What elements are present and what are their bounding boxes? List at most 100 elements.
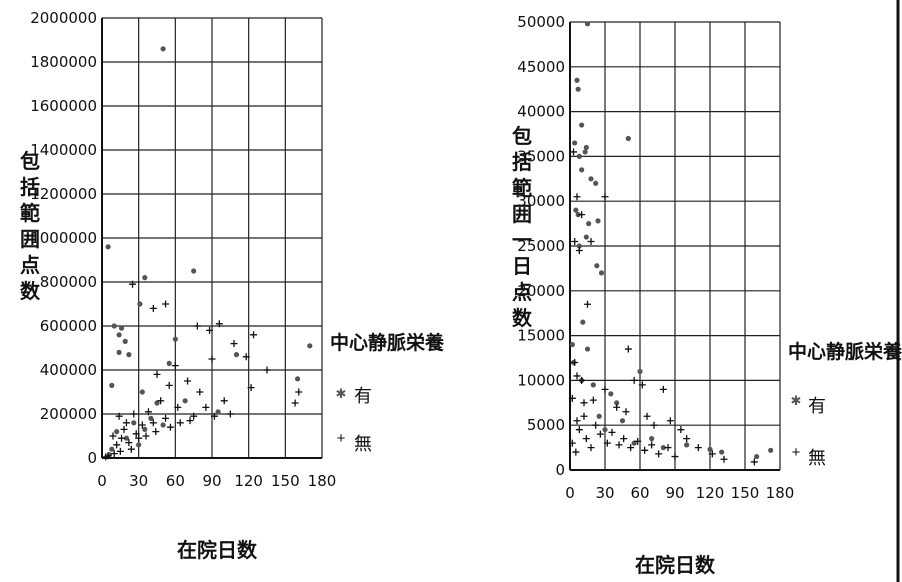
left-point-no xyxy=(174,403,182,411)
right-point-yes xyxy=(595,218,601,224)
left-point-yes xyxy=(172,336,178,342)
left-point-no xyxy=(102,453,110,461)
right-x-tick-label: 90 xyxy=(665,484,684,502)
right-point-no xyxy=(664,444,672,452)
right-point-no xyxy=(615,441,623,449)
right-point-no xyxy=(592,421,600,429)
right-x-tick-label: 120 xyxy=(696,484,725,502)
right-point-no xyxy=(580,399,588,407)
left-point-yes xyxy=(123,435,130,441)
right-point-no xyxy=(601,385,609,393)
right-y-tick-label: 50000 xyxy=(517,13,565,31)
asterisk-marker-icon: ✱ xyxy=(791,393,802,408)
left-y-tick-label: 200000 xyxy=(40,405,97,423)
right-point-no xyxy=(641,446,649,454)
right-point-yes xyxy=(584,21,591,27)
left-point-no xyxy=(157,397,165,405)
right-legend-entry-no: + 無 xyxy=(792,444,826,469)
left-point-no xyxy=(184,377,192,385)
right-point-no xyxy=(638,381,646,389)
left-point-yes xyxy=(142,275,148,281)
left-point-no xyxy=(220,397,228,405)
right-x-tick-label: 0 xyxy=(565,484,575,502)
left-point-yes xyxy=(109,382,115,388)
right-point-yes xyxy=(719,449,725,455)
left-point-no xyxy=(152,428,160,436)
right-point-yes xyxy=(579,122,585,128)
right-point-no xyxy=(613,403,621,411)
right-point-no xyxy=(568,439,576,447)
right-y-axis-title: 包括範囲一日点数 xyxy=(512,124,533,330)
right-point-yes xyxy=(594,263,600,269)
left-point-no xyxy=(135,434,143,442)
left-y-axis-title: 包括範囲点数 xyxy=(20,149,41,303)
right-x-axis-title: 在院日数 xyxy=(635,553,716,577)
left-point-no xyxy=(250,331,258,339)
left-point-yes xyxy=(137,301,143,307)
right-point-yes xyxy=(576,243,582,249)
left-x-tick-label: 60 xyxy=(166,472,185,490)
right-point-no xyxy=(622,408,630,416)
asterisk-marker-icon: ✱ xyxy=(336,386,347,401)
left-y-tick-label: 1600000 xyxy=(30,97,97,115)
right-point-yes xyxy=(590,382,596,388)
left-point-no xyxy=(125,439,133,447)
right-point-yes xyxy=(586,221,592,227)
left-point-yes xyxy=(126,352,132,358)
left-point-yes xyxy=(136,442,142,448)
left-point-yes xyxy=(118,325,125,331)
right-point-no xyxy=(572,448,580,456)
right-point-yes xyxy=(582,149,588,155)
left-point-yes xyxy=(307,343,313,349)
right-point-yes xyxy=(608,391,614,397)
right-x-tick-label: 30 xyxy=(595,484,614,502)
left-legend-entry-yes: ✱ 有 xyxy=(336,386,372,407)
right-point-no xyxy=(650,421,658,429)
left-point-no xyxy=(247,384,255,392)
right-point-yes xyxy=(660,445,666,451)
left-point-yes xyxy=(182,398,188,404)
right-point-no xyxy=(627,444,635,452)
left-point-no xyxy=(263,366,271,374)
right-point-no xyxy=(589,396,597,404)
left-y-tick-label: 800000 xyxy=(40,273,97,291)
right-point-no xyxy=(587,444,595,452)
left-legend-label-no: 無 xyxy=(354,434,372,455)
left-y-tick-label: 1000000 xyxy=(30,229,97,247)
right-point-no xyxy=(580,412,588,420)
right-point-no xyxy=(608,428,616,436)
left-y-tick-label: 1200000 xyxy=(30,185,97,203)
left-point-no xyxy=(230,340,238,348)
left-point-no xyxy=(193,322,201,330)
left-point-no xyxy=(242,353,250,361)
right-point-yes xyxy=(583,234,589,240)
left-x-tick-label: 30 xyxy=(129,472,148,490)
right-point-no xyxy=(582,435,590,443)
plus-marker-icon: + xyxy=(337,430,346,447)
right-point-no xyxy=(571,358,579,366)
right-point-no xyxy=(596,430,604,438)
right-point-yes xyxy=(684,442,690,448)
right-point-no xyxy=(601,193,609,201)
left-point-no xyxy=(291,399,299,407)
right-point-yes xyxy=(573,207,579,213)
right-point-no xyxy=(587,238,595,246)
right-point-no xyxy=(624,345,632,353)
right-point-yes xyxy=(572,140,578,146)
right-point-no xyxy=(573,417,581,425)
right-y-tick-label: 35000 xyxy=(517,147,565,165)
left-point-yes xyxy=(111,323,117,329)
left-point-yes xyxy=(233,352,240,358)
left-point-no xyxy=(295,388,303,396)
left-point-no xyxy=(210,412,218,420)
right-point-yes xyxy=(574,77,580,83)
left-point-no xyxy=(186,417,194,425)
right-point-yes xyxy=(768,447,774,453)
right-point-yes xyxy=(619,418,626,424)
right-point-yes xyxy=(575,86,581,92)
left-point-yes xyxy=(114,429,120,435)
right-point-no xyxy=(575,426,583,434)
right-point-yes xyxy=(707,446,713,452)
left-point-yes xyxy=(166,360,172,366)
right-point-yes xyxy=(649,436,655,442)
